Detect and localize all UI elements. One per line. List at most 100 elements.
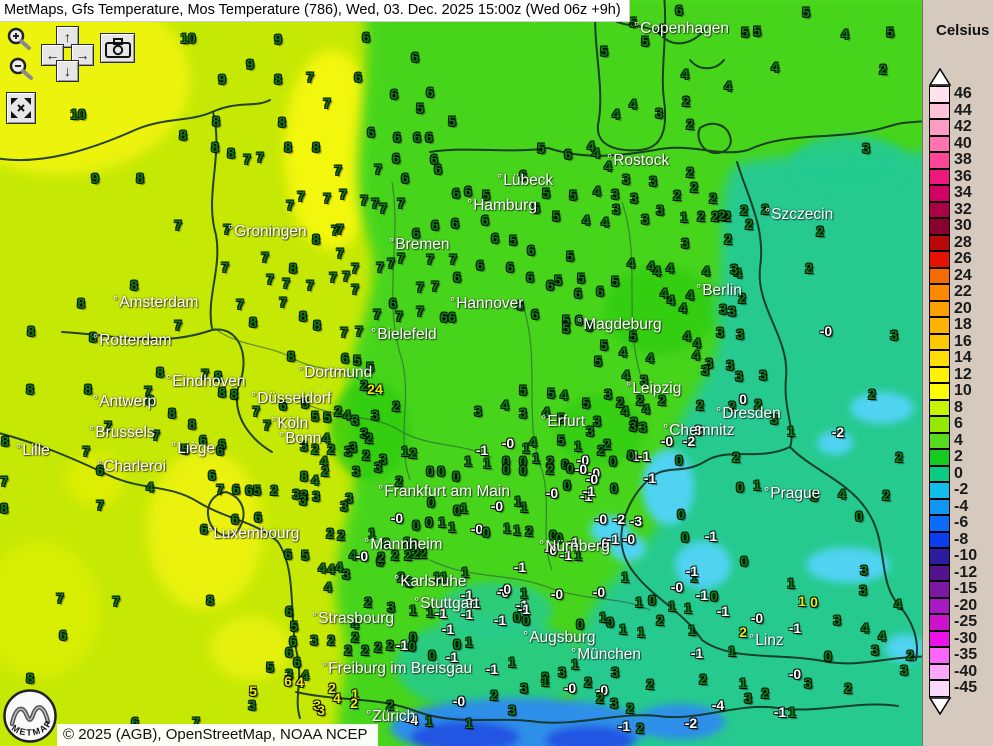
temp-value: 6 xyxy=(389,295,397,311)
city-marker-icon: ° xyxy=(523,628,529,643)
temp-value: 3 xyxy=(474,403,482,419)
city-name: Stuttgart xyxy=(420,595,479,612)
temp-value: 1 xyxy=(465,715,473,731)
scale-row: 34 xyxy=(929,184,977,202)
temp-value: 7 xyxy=(395,308,403,324)
temp-value: 2 xyxy=(350,695,358,711)
city-name: Dresden xyxy=(722,405,781,422)
temp-value: -0 xyxy=(501,435,515,451)
fullscreen-button[interactable] xyxy=(6,92,36,124)
snapshot-button[interactable] xyxy=(100,33,135,63)
temp-value: 3 xyxy=(248,697,256,713)
temp-value: 4 xyxy=(593,183,601,199)
temp-value: -0 xyxy=(544,542,558,558)
scale-value: 12 xyxy=(954,365,972,383)
city-marker-icon: ° xyxy=(371,325,377,340)
city-label: °Stuttgart xyxy=(414,594,479,613)
temp-value: 2 xyxy=(386,697,394,713)
temp-value: 6 xyxy=(284,546,292,562)
temp-value: 3 xyxy=(804,675,812,691)
temp-value: 4 xyxy=(375,381,383,397)
temp-value: 6 xyxy=(285,603,293,619)
scale-swatch xyxy=(929,432,950,449)
temp-value: 6 xyxy=(452,185,460,201)
city-name: Dortmund xyxy=(304,364,373,381)
temp-value: 6 xyxy=(527,242,535,258)
scale-row: 36 xyxy=(929,168,977,185)
attribution-bar[interactable]: © 2025 (AGB), OpenStreetMap, NOAA NCEP xyxy=(57,724,378,746)
temp-value: 7 xyxy=(263,417,271,433)
city-name: Brussels xyxy=(95,424,155,441)
temp-value: 0 xyxy=(452,468,460,484)
temp-value: -1 xyxy=(617,718,631,734)
temp-value: 5 xyxy=(569,187,577,203)
temp-value: 4 xyxy=(841,26,849,42)
temp-value: 2 xyxy=(724,231,732,247)
zoom-in-button[interactable] xyxy=(6,26,34,57)
temp-value: 2 xyxy=(382,535,390,551)
temp-value: 1 xyxy=(787,423,795,439)
city-label: °Mannheim xyxy=(364,535,443,554)
temp-value: 3 xyxy=(292,486,300,502)
temp-value: 2 xyxy=(410,536,418,552)
city-marker-icon: ° xyxy=(716,404,722,419)
city-name: Düsseldorf xyxy=(257,390,332,407)
temp-value: 5 xyxy=(629,14,637,30)
pan-down-button[interactable]: ↓ xyxy=(56,60,79,82)
city-name: Amsterdam xyxy=(119,294,199,311)
weather-map[interactable]: 10 9 10 9 9 8 7 7 8 8 8 8 8 7 7 8 8 9 8 7 7 7 7 8 8 7 8 8 8 8 7 7 7 8 8 8 8 7… xyxy=(0,0,922,746)
temp-value: 8 xyxy=(284,139,292,155)
temp-value: 0 xyxy=(648,592,656,608)
temp-value: -0 xyxy=(750,610,764,626)
temp-value: 2 xyxy=(745,216,753,232)
temp-value: -1 xyxy=(788,620,802,636)
temp-value: 2 xyxy=(365,430,373,446)
temp-value: 8 xyxy=(214,368,222,384)
temp-value: 0 xyxy=(513,609,521,625)
fullscreen-icon xyxy=(11,98,31,118)
city-label: °Strasbourg xyxy=(312,609,394,628)
city-label: °Brussels xyxy=(89,423,155,442)
temp-value: 5 xyxy=(532,200,540,216)
scale-arrow-down-icon xyxy=(929,696,952,715)
temp-value: 6 xyxy=(546,277,554,293)
pan-left-button[interactable]: ← xyxy=(41,44,64,66)
temp-value: 4 xyxy=(146,479,154,495)
temp-value: -0 xyxy=(498,581,512,597)
zoom-out-button[interactable] xyxy=(8,56,36,87)
temp-value: 3 xyxy=(859,582,867,598)
temp-value: 4 xyxy=(296,674,304,690)
temp-value: 8 xyxy=(218,384,226,400)
pan-up-button[interactable]: ↑ xyxy=(56,26,79,48)
teal-patches xyxy=(395,135,910,713)
temp-value: 7 xyxy=(334,162,342,178)
temp-value: 8 xyxy=(227,145,235,161)
temp-value: 4 xyxy=(619,344,627,360)
temp-value: 4 xyxy=(322,430,330,446)
scale-swatch xyxy=(929,350,950,367)
city-label: °Düsseldorf xyxy=(251,389,331,408)
temp-value: 2 xyxy=(546,461,554,477)
temp-value: 5 xyxy=(181,441,189,457)
scale-value: 4 xyxy=(954,431,963,449)
temp-value: 0 xyxy=(810,594,818,610)
city-marker-icon: ° xyxy=(414,594,420,609)
temp-value: 5 xyxy=(600,43,608,59)
temp-value: 6 xyxy=(451,215,459,231)
temp-value: 7 xyxy=(323,190,331,206)
temp-value: 1 xyxy=(798,593,806,609)
temp-value: 3 xyxy=(656,202,664,218)
temp-value: -3 xyxy=(689,422,703,438)
scale-swatch xyxy=(929,317,950,334)
city-name: Karlsruhe xyxy=(400,573,467,590)
temp-value: 3 xyxy=(900,662,908,678)
temp-value: 7 xyxy=(397,250,405,266)
city-marker-icon: ° xyxy=(93,331,99,346)
temp-value: 7 xyxy=(416,303,424,319)
temp-value: 7 xyxy=(374,161,382,177)
city-name: Bonn xyxy=(285,430,322,447)
temp-value: 7 xyxy=(340,324,348,340)
temp-value: 7 xyxy=(297,188,305,204)
temp-value: -0 xyxy=(545,485,559,501)
temp-value: 9 xyxy=(274,31,282,47)
